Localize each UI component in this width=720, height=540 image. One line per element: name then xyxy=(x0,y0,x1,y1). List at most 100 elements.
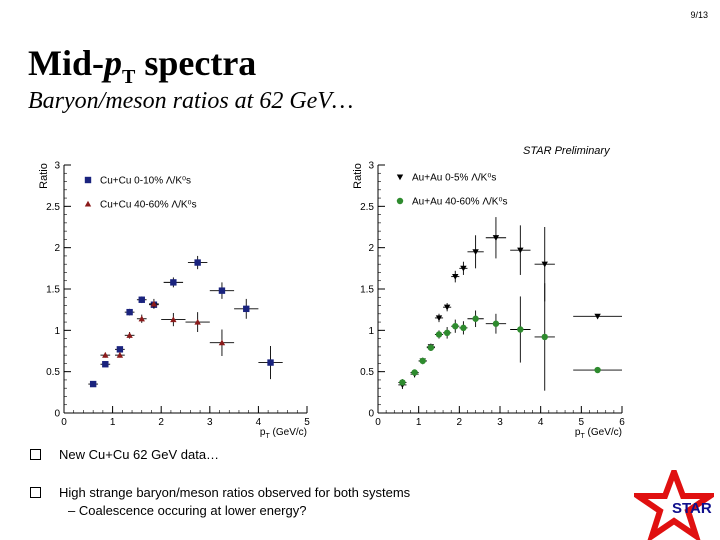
series-au-au-40-60- xyxy=(398,283,622,391)
data-point-square xyxy=(126,308,133,316)
series-cu-cu-40-60- xyxy=(100,298,235,358)
y-tick-label: 2.5 xyxy=(46,202,60,213)
x-tick-label: 2 xyxy=(158,417,164,428)
x-axis-label: pT (GeV/c) xyxy=(260,427,307,440)
bullet-item: New Cu+Cu 62 GeV data… xyxy=(30,447,219,462)
series-au-au-0-5- xyxy=(398,217,622,390)
title-subscript: T xyxy=(122,66,136,89)
data-point-triangle xyxy=(84,200,92,207)
title-rest: spectra xyxy=(135,43,257,83)
data-point-square xyxy=(194,259,201,266)
y-tick-label: 0.5 xyxy=(46,367,60,378)
data-point-triangle xyxy=(460,265,467,272)
chart-panel-2: pT (GeV/c) xyxy=(377,164,623,440)
data-point-square xyxy=(116,346,124,353)
data-point-circle xyxy=(396,197,404,205)
data-point-triangle xyxy=(126,332,133,338)
data-point-triangle xyxy=(150,300,158,307)
data-point-triangle xyxy=(541,261,548,268)
data-point-triangle xyxy=(594,313,601,320)
y-tick-label: 0.5 xyxy=(360,367,374,378)
x-tick-label: 0 xyxy=(375,417,381,428)
star-logo-text: STAR xyxy=(672,500,712,517)
data-point-circle xyxy=(541,333,548,341)
x-tick-label: 2 xyxy=(457,417,463,428)
data-point-triangle xyxy=(116,351,124,358)
x-tick-label: 5 xyxy=(579,417,585,428)
x-tick-label: 3 xyxy=(207,417,213,428)
legend-entry: Au+Au 40-60% Λ/K⁰s xyxy=(412,197,507,208)
y-tick-label: 2 xyxy=(368,243,374,254)
data-point-circle xyxy=(427,344,435,351)
data-point-circle xyxy=(452,323,459,330)
data-point-triangle xyxy=(443,304,451,311)
legend-entry: Au+Au 0-5% Λ/K⁰s xyxy=(412,173,496,184)
data-point-circle xyxy=(411,369,418,376)
bullet-item: High strange baryon/meson ratios observe… xyxy=(30,485,410,500)
data-point-square xyxy=(267,359,274,366)
star-logo-icon xyxy=(634,470,714,540)
data-point-square xyxy=(84,176,92,184)
x-tick-label: 1 xyxy=(110,417,116,428)
data-point-circle xyxy=(443,329,451,337)
data-point-triangle xyxy=(170,316,177,323)
x-tick-label: 0 xyxy=(61,417,67,428)
x-axis-label: pT (GeV/c) xyxy=(575,427,622,440)
data-point-circle xyxy=(460,324,467,332)
page-number: 9/13 xyxy=(690,10,708,20)
preliminary-label: STAR Preliminary xyxy=(523,145,610,157)
data-point-triangle xyxy=(194,318,201,325)
data-point-square xyxy=(243,305,250,313)
data-point-circle xyxy=(594,366,601,374)
y-tick-label: 3 xyxy=(368,161,374,172)
y-tick-label: 1 xyxy=(368,326,374,337)
sub-bullet-text: – Coalescence occuring at lower energy? xyxy=(68,503,307,518)
data-point-triangle xyxy=(517,247,524,254)
data-point-circle xyxy=(517,326,524,333)
y-tick-label: 0 xyxy=(368,409,374,420)
bullet-text: New Cu+Cu 62 GeV data… xyxy=(59,447,220,462)
y-tick-label: 1.5 xyxy=(46,285,60,296)
data-point-square xyxy=(89,380,97,388)
legend-entry: Cu+Cu 40-60% Λ/K⁰s xyxy=(100,200,197,211)
title-italic-p: p xyxy=(104,43,122,83)
x-tick-label: 6 xyxy=(619,417,625,428)
data-point-square xyxy=(138,296,145,303)
y-axis-label: Ratio xyxy=(38,163,50,189)
series-cu-cu-0-10- xyxy=(88,255,283,388)
data-point-circle xyxy=(399,379,406,386)
data-point-triangle xyxy=(396,174,404,181)
data-point-triangle xyxy=(472,249,479,255)
bullet-text: High strange baryon/meson ratios observe… xyxy=(59,485,411,500)
legend-entry: Cu+Cu 0-10% Λ/K⁰s xyxy=(100,176,191,187)
bullet-checkbox-icon xyxy=(30,449,41,460)
y-tick-label: 2.5 xyxy=(360,202,374,213)
x-tick-label: 4 xyxy=(538,417,544,428)
y-tick-label: 1.5 xyxy=(360,285,374,296)
x-tick-label: 5 xyxy=(304,417,310,428)
data-point-square xyxy=(102,361,109,368)
y-tick-label: 0 xyxy=(54,409,60,420)
data-point-circle xyxy=(435,331,443,338)
y-tick-label: 2 xyxy=(54,243,60,254)
data-point-triangle xyxy=(138,315,145,322)
data-point-square xyxy=(218,287,226,294)
x-tick-label: 3 xyxy=(497,417,503,428)
data-point-triangle xyxy=(492,235,500,241)
data-point-triangle xyxy=(452,274,459,280)
x-tick-label: 4 xyxy=(256,417,262,428)
data-point-triangle xyxy=(435,315,443,322)
x-tick-label: 1 xyxy=(416,417,422,428)
slide-title: Mid-pT spectra xyxy=(28,43,257,89)
y-axis-label: Ratio xyxy=(352,163,364,189)
y-tick-label: 3 xyxy=(54,161,60,172)
data-point-circle xyxy=(419,357,426,365)
data-point-square xyxy=(170,279,177,286)
data-point-circle xyxy=(472,315,479,322)
data-point-circle xyxy=(492,320,500,327)
slide-subtitle: Baryon/meson ratios at 62 GeV… xyxy=(28,88,354,114)
data-point-triangle xyxy=(102,351,109,358)
bullet-checkbox-icon xyxy=(30,487,41,498)
y-tick-label: 1 xyxy=(54,326,60,337)
